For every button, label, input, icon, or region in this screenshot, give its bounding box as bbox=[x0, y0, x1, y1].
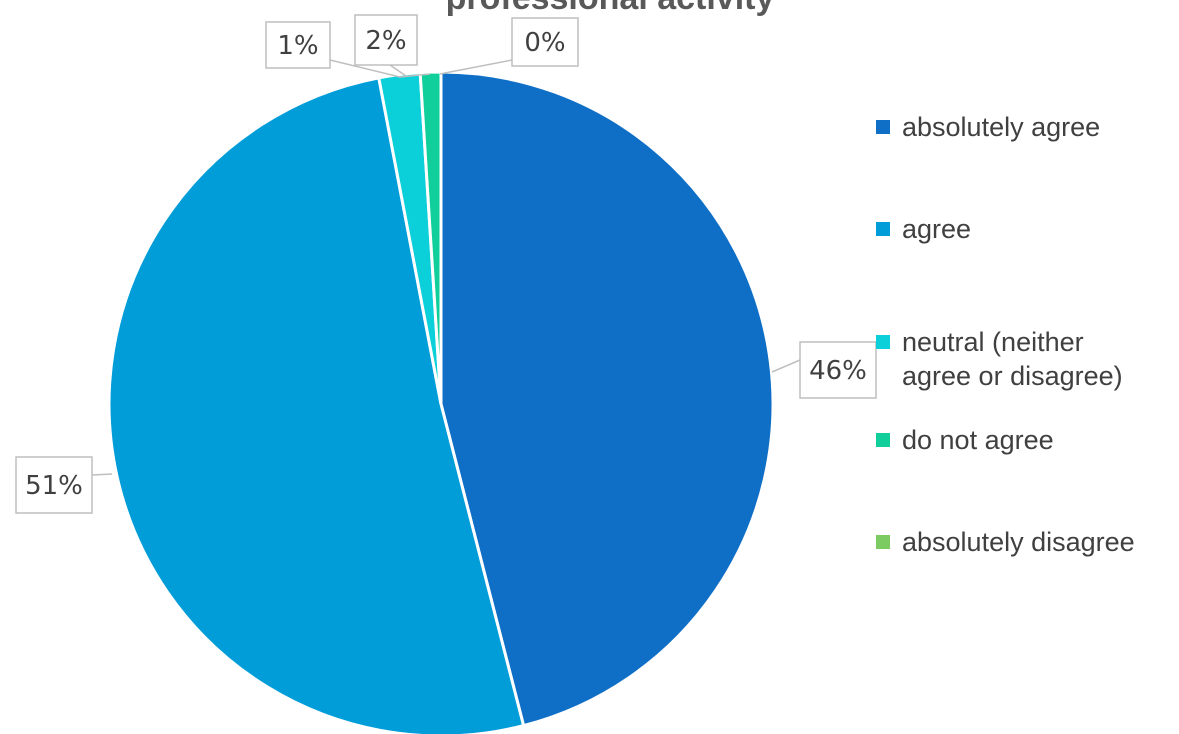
legend-swatch-neutral bbox=[876, 335, 890, 349]
legend-label: absolutely disagree bbox=[902, 527, 1135, 557]
leader-line-2 bbox=[389, 64, 407, 77]
legend-swatch-absolutely-agree bbox=[876, 120, 890, 134]
legend-swatch-absolutely-disagree bbox=[876, 535, 890, 549]
legend-item-do-not-agree: do not agree bbox=[876, 423, 1176, 457]
legend-item-neutral: neutral (neither agree or disagree) bbox=[876, 325, 1146, 393]
pie-slice-3 bbox=[418, 70, 443, 405]
leader-line-3 bbox=[329, 59, 431, 78]
data-label-3: 1% bbox=[277, 31, 318, 61]
data-label-box-1 bbox=[15, 456, 93, 514]
data-label-4: 0% bbox=[524, 28, 565, 58]
chart-title: professional activity bbox=[300, 0, 920, 18]
leader-line-0 bbox=[771, 359, 801, 373]
legend-label: agree bbox=[902, 214, 972, 244]
pie-slice-0 bbox=[439, 70, 775, 728]
data-label-box-0 bbox=[799, 341, 877, 399]
data-label-box-2 bbox=[354, 14, 418, 66]
data-label-1: 51% bbox=[25, 471, 83, 501]
legend-label: absolutely agree bbox=[902, 112, 1101, 142]
legend-item-absolutely-agree: absolutely agree bbox=[876, 110, 1176, 144]
legend-label: neutral (neither agree or disagree) bbox=[902, 327, 1123, 391]
legend-swatch-agree bbox=[876, 222, 890, 236]
leader-line-4 bbox=[439, 59, 513, 75]
legend-item-absolutely-disagree: absolutely disagree bbox=[876, 525, 1176, 559]
legend-swatch-do-not-agree bbox=[876, 433, 890, 447]
data-label-box-3 bbox=[265, 21, 331, 69]
pie-slice-1 bbox=[107, 76, 526, 734]
legend-item-agree: agree bbox=[876, 212, 1176, 246]
legend-label: do not agree bbox=[902, 425, 1054, 455]
data-label-2: 2% bbox=[365, 26, 406, 56]
data-label-0: 46% bbox=[809, 356, 867, 386]
data-label-box-4 bbox=[511, 17, 579, 67]
leader-line-1 bbox=[91, 473, 113, 476]
